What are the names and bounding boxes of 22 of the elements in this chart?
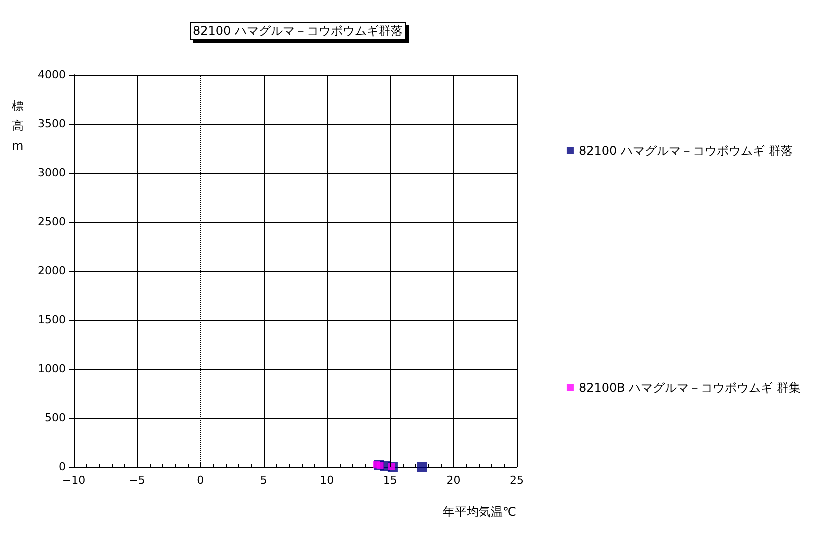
y-tick-label: 3000: [38, 166, 66, 180]
x-tick-label: 5: [260, 474, 268, 487]
x-tick-label: 15: [383, 474, 398, 487]
legend-label: 82100 ハマグルマ－コウボウムギ 群落: [578, 144, 793, 158]
x-tick-label: −5: [129, 474, 146, 487]
x-axis-title: 年平均気温℃: [443, 505, 516, 519]
x-tick-label: 20: [446, 474, 461, 487]
y-tick-label: 2500: [38, 216, 66, 228]
y-axis-title: 標高m: [12, 99, 24, 153]
chart-title: 82100 ハマグルマ－コウボウムギ群落: [193, 24, 403, 38]
y-tick-label: 2000: [38, 264, 66, 278]
y-tick-label: 3500: [38, 118, 66, 130]
legend-label: 82100B ハマグルマ－コウボウムギ 群集: [578, 381, 802, 395]
x-tick-label: 10: [320, 474, 334, 487]
y-tick-label: 4000: [38, 68, 66, 82]
y-tick-label: 1500: [38, 314, 66, 326]
y-tick-label: 0: [59, 460, 66, 474]
x-tick-label: 25: [510, 474, 524, 487]
y-tick-label: 1000: [38, 362, 66, 376]
y-tick-label: 500: [45, 412, 66, 424]
x-tick-label: −10: [62, 474, 86, 487]
x-tick-label: 0: [197, 474, 204, 487]
